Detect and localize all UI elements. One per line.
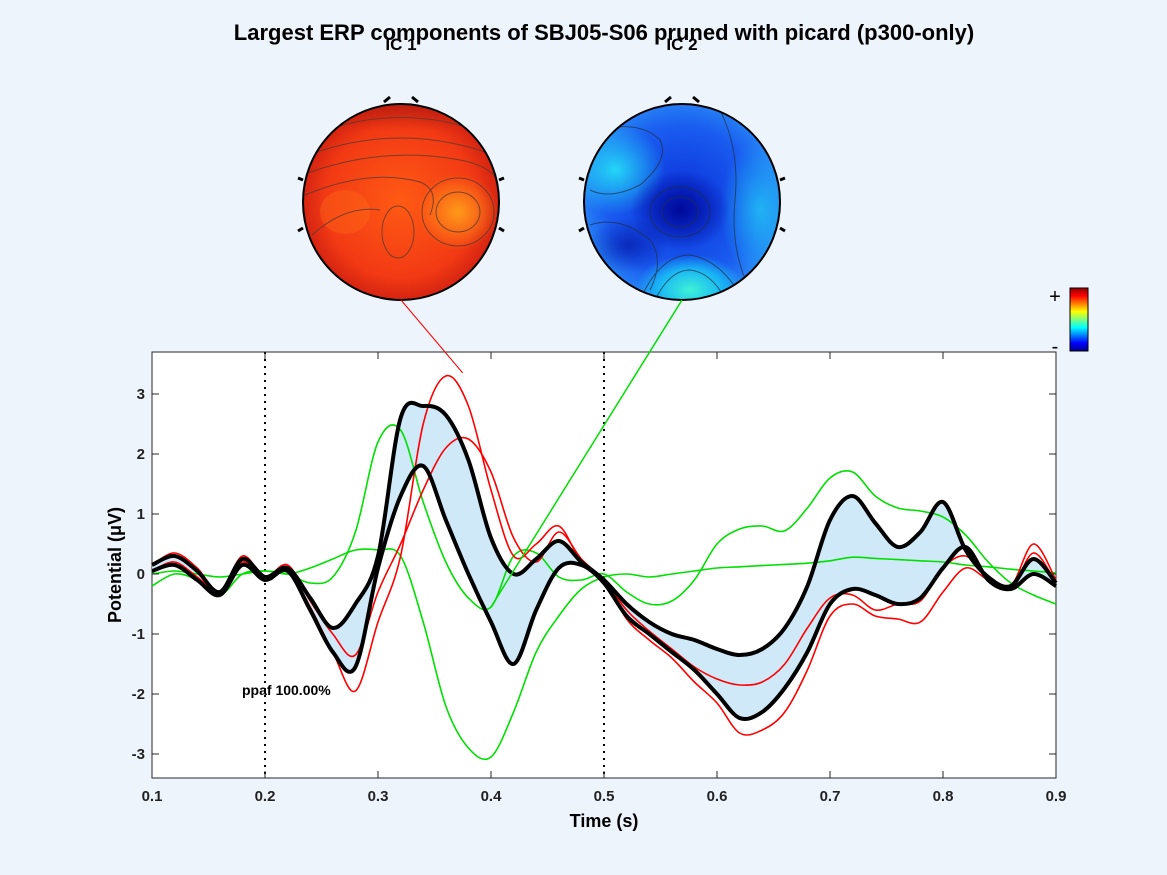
- colorbar: + -: [1049, 286, 1089, 358]
- series-line-ic2-upper: [151, 424, 1057, 611]
- colorbar-minus-label: -: [1052, 336, 1059, 358]
- plot-content: [151, 352, 1058, 778]
- colorbar-plus-label: +: [1049, 286, 1061, 308]
- y-tick-label: 2: [137, 446, 145, 463]
- topoplot-ic1-label: IC 1: [385, 35, 416, 54]
- x-tick-label: 0.9: [1046, 788, 1067, 805]
- x-tick-label: 0.6: [707, 788, 728, 805]
- nose-icon: [664, 95, 700, 104]
- tick-labels: 0.1 0.2 0.3 0.4 0.5 0.6 0.7 0.8 0.9 -3 -2 -1 0 1 2 3: [132, 386, 1067, 805]
- topoplot-ic2: IC 2: [578, 35, 786, 301]
- topoplot-ic2-label: IC 2: [666, 35, 697, 54]
- y-tick-label: 0: [137, 566, 145, 583]
- x-tick-label: 0.5: [594, 788, 615, 805]
- y-tick-label: -3: [132, 746, 145, 763]
- topoplot-ic1: IC 1: [297, 35, 505, 301]
- y-tick-label: 1: [137, 506, 145, 523]
- y-tick-label: -1: [132, 626, 145, 643]
- ic1-connector-line: [400, 299, 464, 374]
- chart-title: Largest ERP components of SBJ05-S06 prun…: [234, 20, 974, 45]
- x-tick-label: 0.3: [368, 788, 389, 805]
- colorbar-gradient: [1069, 287, 1089, 352]
- y-axis-label: Potential (μV): [105, 507, 125, 623]
- x-tick-label: 0.1: [142, 788, 163, 805]
- ear-icon: [297, 176, 505, 233]
- x-tick-label: 0.2: [255, 788, 276, 805]
- x-tick-label: 0.7: [820, 788, 841, 805]
- nose-icon: [383, 95, 419, 104]
- ear-icon: [578, 176, 786, 233]
- series-line-envelope-lower: [151, 463, 1058, 722]
- x-axis-label: Time (s): [570, 811, 639, 831]
- y-tick-label: -2: [132, 686, 145, 703]
- x-tick-label: 0.4: [481, 788, 503, 805]
- x-tick-label: 0.8: [933, 788, 954, 805]
- ppaf-annotation: ppaf 100.00%: [242, 682, 331, 698]
- y-tick-label: 3: [137, 386, 145, 403]
- tick-marks: [151, 352, 1057, 778]
- ic2-connector-line: [490, 299, 683, 608]
- envelope-fill: [152, 402, 1056, 720]
